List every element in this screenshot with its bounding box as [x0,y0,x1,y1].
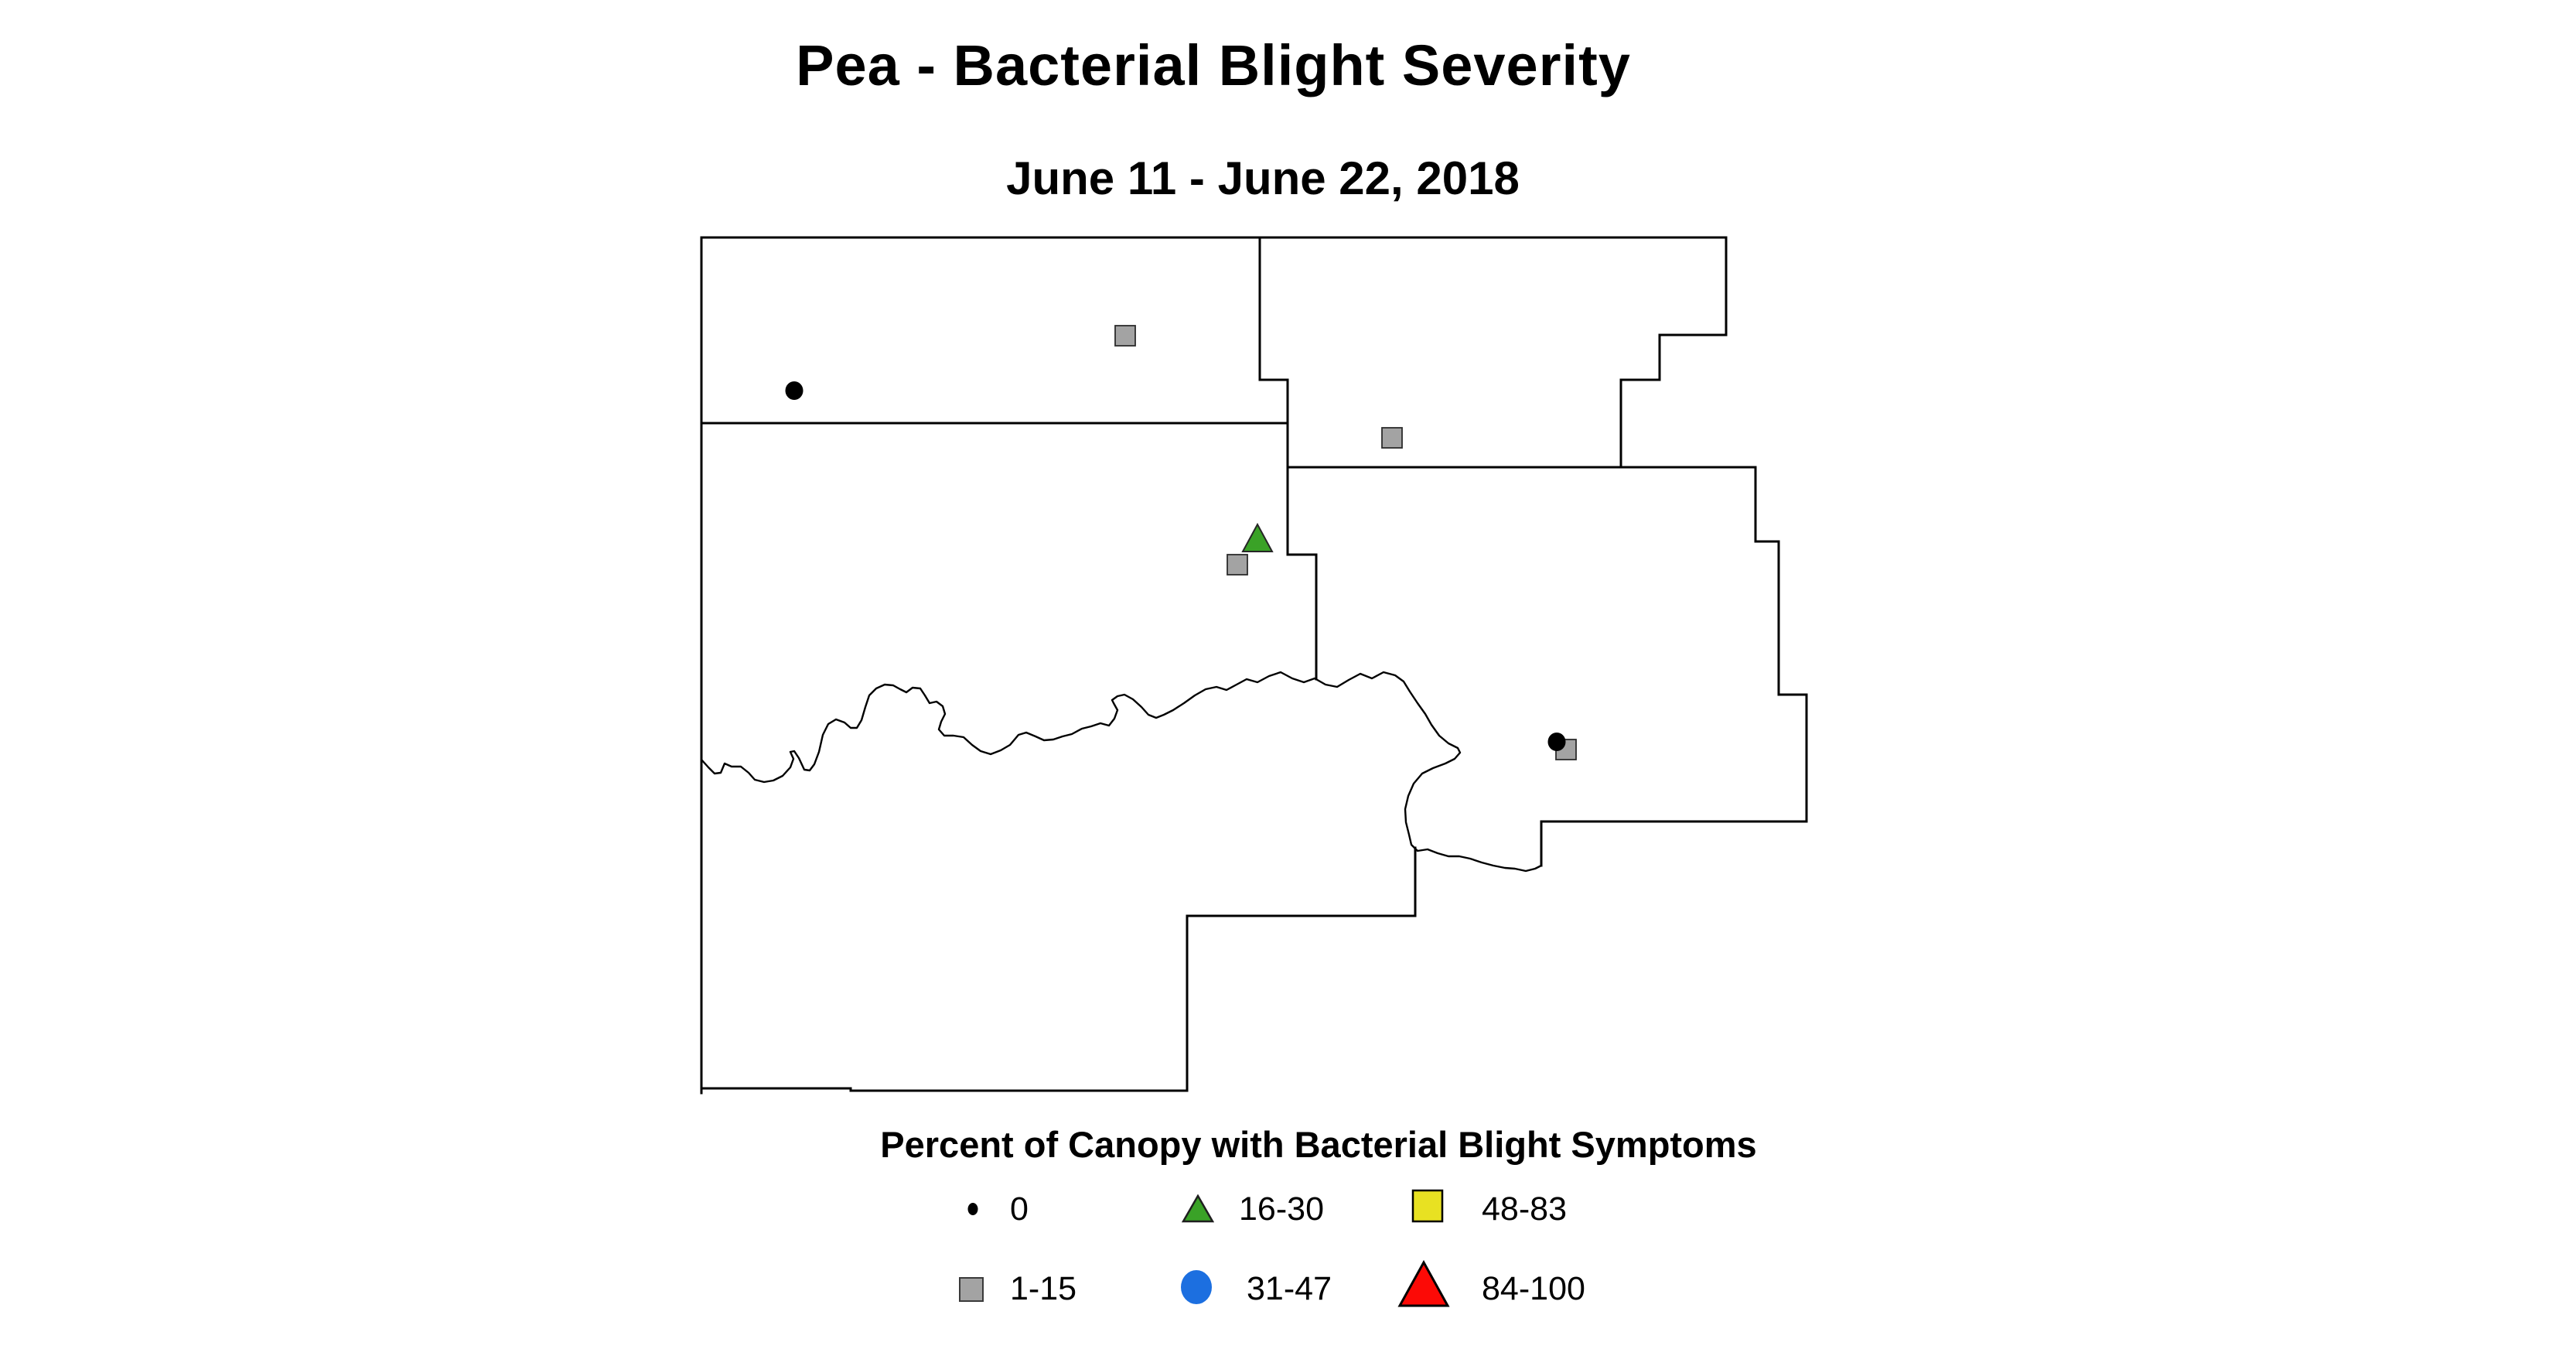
bottom-county-north-step [1186,846,1417,1092]
map-marker-green-triangle [1241,522,1274,552]
legend-label-31-47: 31-47 [1247,1270,1332,1307]
map-markers [785,325,1577,760]
legend-label-1-15: 1-15 [1010,1270,1077,1307]
east-county-west-edge [1286,553,1318,681]
page-subtitle: June 11 - June 22, 2018 [1006,152,1520,204]
map-outer-bottom-edge [700,1087,1189,1092]
map-marker-black-dot [1547,733,1566,751]
legend-label-48-83: 48-83 [1482,1190,1567,1228]
east-county-south-edge [1540,820,1808,867]
legend-yellow-square-icon [1411,1189,1444,1223]
legend-black-dot-icon [967,1203,978,1215]
legend-label-84-100: 84-100 [1482,1270,1585,1307]
legend-label-0: 0 [1010,1190,1029,1228]
page-title: Pea - Bacterial Blight Severity [796,33,1631,97]
northeast-county-east-steps [1619,236,1728,469]
legend-title: Percent of Canopy with Bacterial Blight … [880,1124,1757,1165]
river-line [700,671,1543,873]
map-marker-gray-square [1227,554,1248,576]
legend-red-triangle-icon [1397,1260,1450,1307]
legend-gray-square-icon [959,1277,984,1302]
legend-green-triangle-icon [1182,1194,1214,1223]
map-marker-black-dot [785,381,804,400]
top-county-divider [1258,236,1289,556]
county-boundaries [700,236,1808,1095]
east-county-east-steps [1754,466,1808,823]
map-marker-gray-square [1381,427,1403,449]
legend-label-16-30: 16-30 [1239,1190,1324,1228]
legend-blue-circle-icon [1181,1270,1212,1304]
map-marker-gray-square [1114,325,1136,347]
